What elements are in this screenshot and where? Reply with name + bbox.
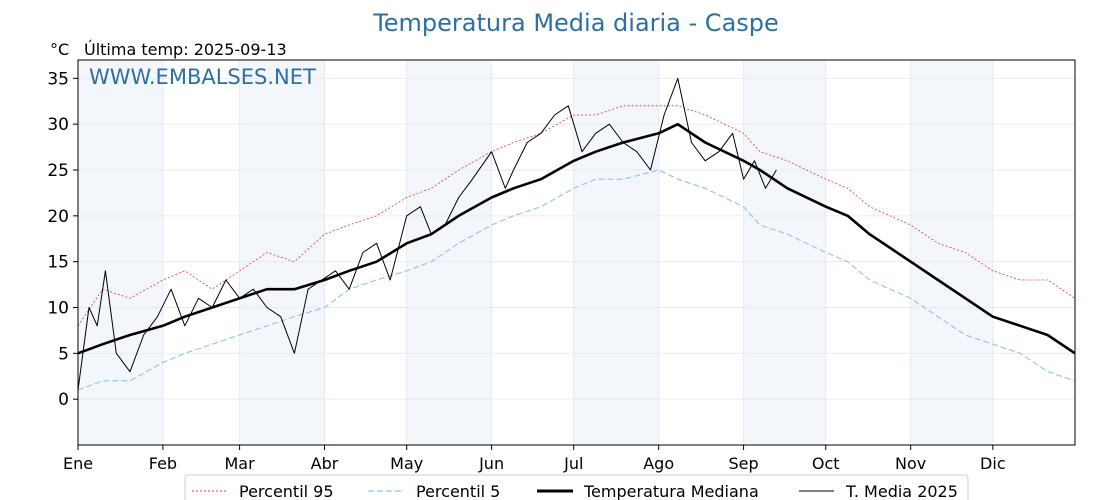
x-tick-label-ago: Ago	[643, 454, 674, 473]
month-band-sep	[743, 60, 826, 445]
y-tick-label: 0	[58, 390, 69, 410]
y-tick-label: 10	[47, 299, 69, 319]
month-band-nov	[910, 60, 993, 445]
x-tick-label-jun: Jun	[478, 454, 504, 473]
month-band-ene	[78, 60, 163, 445]
legend: Percentil 95 Percentil 5 Temperatura Med…	[184, 474, 969, 500]
chart-title: Temperatura Media diaria - Caspe	[372, 9, 779, 37]
month-band-jul	[573, 60, 659, 445]
x-tick-label-sep: Sep	[729, 454, 759, 473]
y-axis: 0 5 10 15 20 25 30 35	[47, 69, 78, 410]
grid-lines	[77, 60, 1075, 445]
x-tick-label-nov: Nov	[895, 454, 926, 473]
y-tick-label: 30	[47, 115, 69, 135]
x-tick-label-mar: Mar	[225, 454, 256, 473]
series-line-percentil-5	[77, 169, 1076, 391]
y-tick-label: 25	[47, 161, 69, 181]
legend-2025-label: T. Media 2025	[845, 482, 958, 500]
x-tick-label-oct: Oct	[812, 454, 840, 473]
legend-box	[184, 474, 969, 500]
series-line-t-media-2025	[77, 77, 777, 391]
y-tick-label: 35	[47, 69, 69, 89]
last-temp-label: Última temp: 2025-09-13	[84, 40, 287, 59]
x-tick-label-may: May	[390, 454, 423, 473]
month-band-mar	[239, 60, 325, 445]
series-layer	[77, 77, 1076, 391]
x-tick-label-dic: Dic	[980, 454, 1006, 473]
y-tick-label: 20	[47, 207, 69, 227]
legend-p95-label: Percentil 95	[239, 482, 334, 500]
y-tick-label: 15	[47, 253, 69, 273]
plot-frame	[77, 59, 1076, 446]
x-tick-label-feb: Feb	[149, 454, 177, 473]
legend-p5-label: Percentil 5	[416, 482, 500, 500]
watermark: WWW.EMBALSES.NET	[89, 65, 316, 89]
month-bands	[78, 60, 993, 445]
series-line-percentil-95	[77, 105, 1076, 327]
x-axis: Ene Feb Mar Abr May Jun Jul Ago Sep Oct Nov Dic	[63, 445, 1006, 473]
x-tick-label-abr: Abr	[311, 454, 339, 473]
legend-median-label: Temperatura Mediana	[583, 482, 759, 500]
x-tick-label-jul: Jul	[563, 454, 583, 473]
y-unit-label: °C	[50, 40, 69, 59]
month-band-may	[406, 60, 492, 445]
y-tick-label: 5	[58, 344, 69, 364]
x-tick-label-ene: Ene	[63, 454, 93, 473]
